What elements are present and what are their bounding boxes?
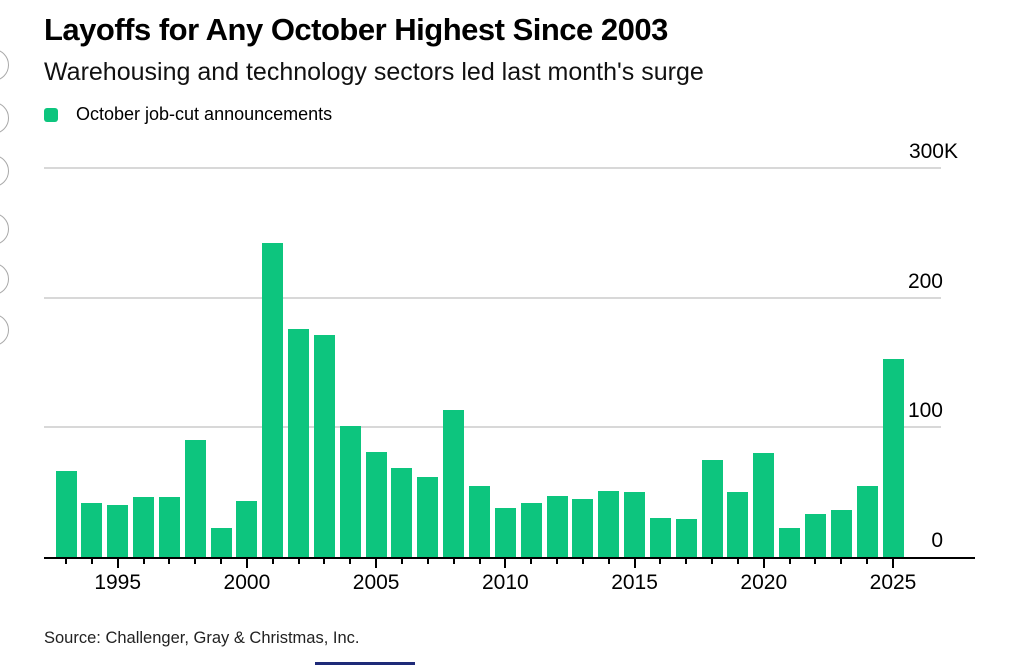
x-tick-2020 <box>762 559 765 568</box>
x-tick-2024 <box>866 559 869 564</box>
bar-1995 <box>107 505 129 557</box>
bar-2007 <box>417 476 439 557</box>
bar-2022 <box>804 514 826 557</box>
x-tick-2018 <box>711 559 714 564</box>
bar-1999 <box>210 528 232 557</box>
bar-2006 <box>391 467 413 557</box>
x-tick-1999 <box>220 559 223 564</box>
bar-2015 <box>624 492 646 557</box>
bar-2019 <box>727 492 749 557</box>
y-axis-label-0: 0 <box>931 529 943 552</box>
chart-title: Layoffs for Any October Highest Since 20… <box>44 12 668 47</box>
x-tick-2000 <box>245 559 248 568</box>
x-tick-2017 <box>685 559 688 564</box>
bar-2021 <box>779 528 801 557</box>
legend-swatch-icon <box>44 107 58 122</box>
legend-label: October job-cut announcements <box>76 104 333 124</box>
cropped-footer-element <box>315 662 415 665</box>
x-tick-2022 <box>814 559 817 564</box>
x-axis-label-2010: 2010 <box>481 571 529 594</box>
bar-2005 <box>365 451 387 557</box>
x-tick-2010 <box>504 559 507 568</box>
bar-2014 <box>598 490 620 557</box>
x-axis-label-1995: 1995 <box>94 571 142 594</box>
x-axis-label-2005: 2005 <box>352 571 400 594</box>
x-tick-2006 <box>400 559 403 564</box>
x-axis-label-2015: 2015 <box>611 571 658 594</box>
bar-1993 <box>55 471 77 557</box>
gridline-300k <box>44 167 941 169</box>
x-tick-2002 <box>297 559 300 564</box>
bar-2023 <box>830 510 852 557</box>
bar-2018 <box>701 459 723 557</box>
x-tick-2013 <box>581 559 584 564</box>
bar-2000 <box>236 501 258 557</box>
legend: October job-cut announcements <box>44 104 332 125</box>
bar-2011 <box>520 502 542 557</box>
x-tick-2004 <box>349 559 352 564</box>
bar-2016 <box>649 518 671 557</box>
bar-2008 <box>443 410 465 557</box>
x-tick-2016 <box>659 559 662 564</box>
x-tick-1997 <box>168 559 171 564</box>
x-tick-2021 <box>788 559 791 564</box>
x-tick-1993 <box>65 559 67 564</box>
x-tick-2007 <box>426 559 429 564</box>
x-tick-2019 <box>736 559 739 564</box>
bar-2002 <box>288 328 310 557</box>
x-tick-2014 <box>607 559 610 564</box>
bar-1998 <box>184 440 206 557</box>
x-axis-label-2025: 2025 <box>869 571 917 594</box>
gridline-200k <box>44 296 941 299</box>
x-tick-2025 <box>892 559 894 568</box>
x-tick-2008 <box>452 559 455 564</box>
x-tick-2023 <box>840 559 843 564</box>
bar-2020 <box>753 453 775 557</box>
x-axis-baseline <box>44 557 975 559</box>
x-tick-2005 <box>375 559 378 568</box>
bar-2012 <box>546 496 568 557</box>
bar-2001 <box>262 243 284 557</box>
y-axis-label-300K: 300K <box>908 140 958 163</box>
bar-2004 <box>339 426 361 557</box>
bar-2024 <box>856 485 878 557</box>
y-axis-label-100: 100 <box>907 399 943 423</box>
bar-2003 <box>313 335 335 557</box>
x-tick-1995 <box>116 559 119 568</box>
x-tick-2003 <box>323 559 326 564</box>
bar-1996 <box>133 497 155 557</box>
x-tick-2001 <box>271 559 274 564</box>
x-tick-1996 <box>142 559 145 564</box>
x-axis-label-2020: 2020 <box>740 571 788 594</box>
x-tick-2012 <box>556 559 559 564</box>
gridline-100k <box>44 426 941 429</box>
bar-2010 <box>494 507 516 557</box>
bar-2025 <box>882 358 904 557</box>
bar-2013 <box>572 498 594 557</box>
bar-2009 <box>469 485 490 557</box>
x-tick-1998 <box>194 559 197 564</box>
x-axis-label-2000: 2000 <box>223 571 271 594</box>
x-tick-2015 <box>633 559 636 568</box>
chart-subtitle: Warehousing and technology sectors led l… <box>44 58 704 86</box>
x-tick-2009 <box>478 559 481 564</box>
y-axis-label-200: 200 <box>907 269 943 293</box>
source-credit: Source: Challenger, Gray & Christmas, In… <box>44 629 360 647</box>
x-tick-2011 <box>530 559 533 564</box>
bar-2017 <box>675 519 697 557</box>
x-tick-1994 <box>90 559 93 564</box>
bar-1994 <box>81 502 103 557</box>
bar-1997 <box>158 497 180 557</box>
